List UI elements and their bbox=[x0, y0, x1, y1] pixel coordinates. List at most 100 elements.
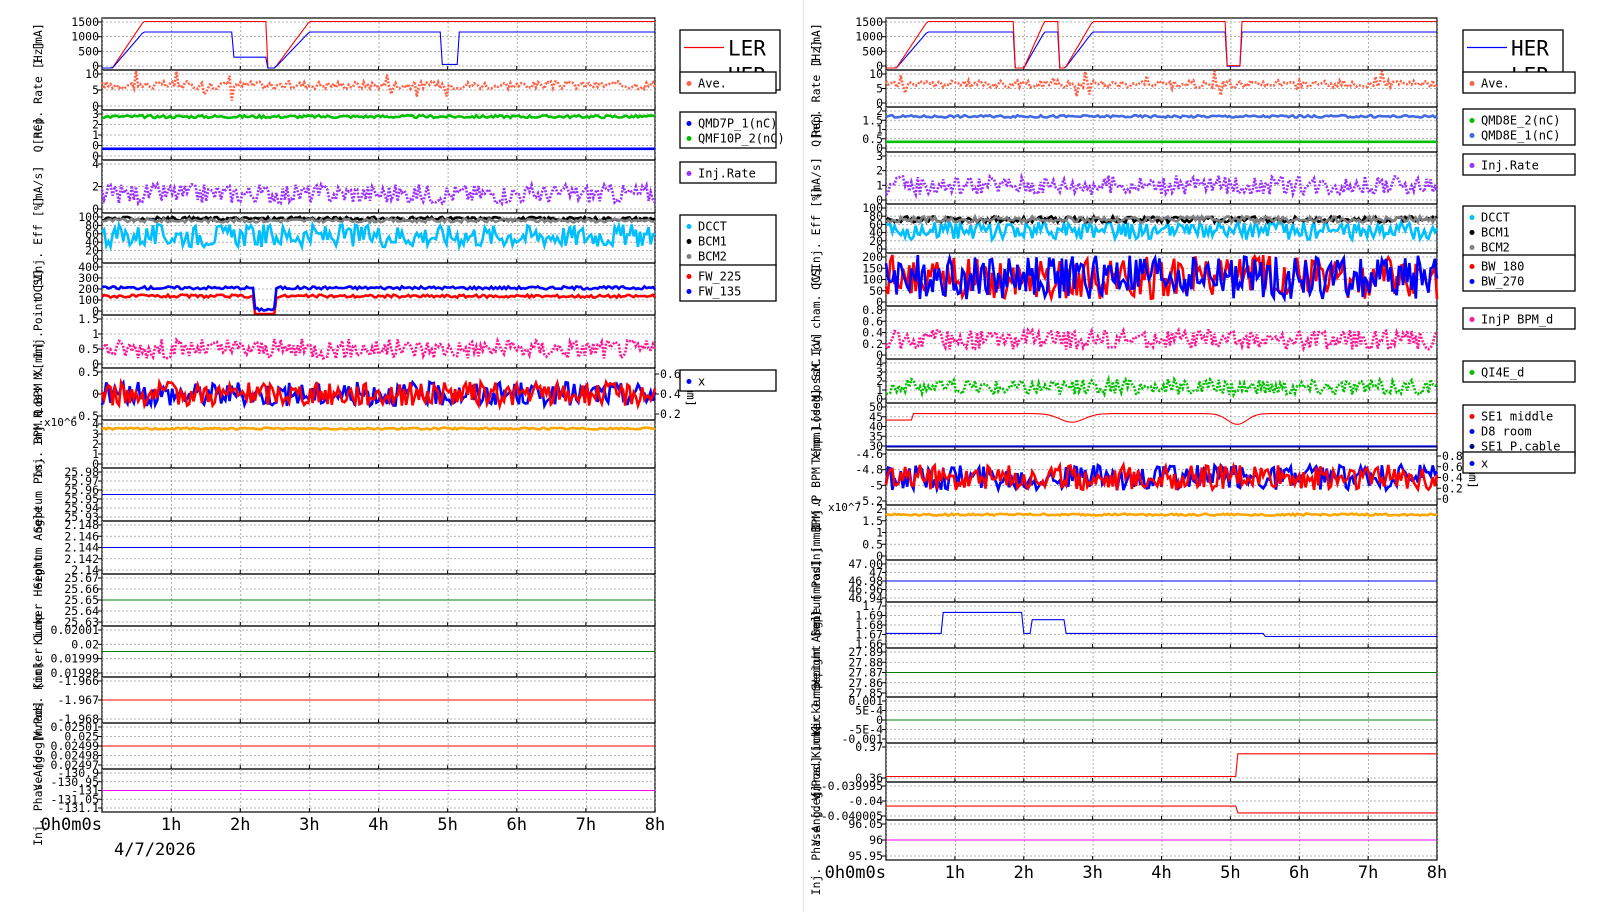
x-tick-label: 4h bbox=[1151, 863, 1171, 883]
y-axis-label: Q[nC] bbox=[809, 112, 823, 147]
y-tick-label: 2.142 bbox=[64, 552, 99, 566]
y-axis-label: V.Pos. [mm] bbox=[809, 724, 823, 800]
y-axis-label-text: I [mA] bbox=[31, 23, 45, 65]
panel-2: 21.510.50 Q[nC] QMD8E_2(nC)QMD8E_1(nC) bbox=[809, 104, 1576, 155]
panel-9: -4.6-4.8-5-5.20.80.60.40.20Y[mm]Inj.P BP… bbox=[809, 426, 1576, 530]
legend-swatch bbox=[1469, 230, 1475, 235]
y-axis-label-text: Inj.P BPM X[mm] bbox=[809, 426, 823, 530]
legend-swatch bbox=[1469, 81, 1475, 86]
legend-swatch bbox=[1469, 317, 1475, 322]
y-exponent: x10^7 bbox=[828, 501, 861, 514]
y2-tick-label: 0.2 bbox=[660, 407, 681, 421]
y-tick-label: 3 bbox=[876, 149, 883, 163]
y-tick-label: 46.98 bbox=[848, 574, 883, 588]
y-axis-label: Kicker Height bbox=[31, 555, 45, 645]
series-line-dcct bbox=[885, 217, 1439, 243]
y-tick-label: 1000 bbox=[855, 30, 883, 44]
y-axis-label: Inj.P BPM X[mm] bbox=[31, 342, 45, 446]
y-tick-label: 400 bbox=[78, 260, 99, 274]
y-tick-label: 0.02498 bbox=[51, 749, 100, 763]
panel-frame bbox=[885, 151, 1438, 205]
legend-swatch bbox=[1469, 370, 1475, 375]
legend-swatch bbox=[686, 379, 692, 384]
y-tick-label: 200 bbox=[78, 282, 99, 296]
y-tick-label: 25.65 bbox=[64, 593, 99, 607]
y-tick-label: -4.6 bbox=[855, 447, 883, 461]
y-tick-label: 0.02499 bbox=[51, 739, 100, 753]
legend-swatch bbox=[1469, 414, 1475, 419]
y-tick-label: -130.95 bbox=[51, 775, 99, 789]
panel-frame bbox=[101, 17, 656, 71]
legend-swatch bbox=[1469, 444, 1475, 449]
y-tick-label: 0 bbox=[876, 242, 883, 256]
legend-swatch bbox=[686, 171, 692, 176]
y-tick-label: 10 bbox=[869, 67, 883, 81]
y-tick-label: -5E-4 bbox=[848, 723, 883, 737]
series-line-inj-rate bbox=[885, 172, 1439, 200]
y-tick-label: 500 bbox=[862, 44, 883, 58]
legend-label: FW_135 bbox=[698, 285, 741, 299]
y-tick-label: 3 bbox=[876, 365, 883, 379]
y-tick-label: 1.5 bbox=[862, 113, 883, 127]
legend: x bbox=[1462, 451, 1576, 474]
y-tick-label: 1500 bbox=[71, 15, 99, 29]
y-axis-label-text: Inj. Eff [%] bbox=[809, 187, 823, 270]
y-tick-label: 30 bbox=[869, 439, 883, 453]
y-axis-label: Inj.P BPM X[mm] bbox=[809, 426, 823, 530]
y-tick-label: 20 bbox=[869, 234, 883, 248]
legend-box bbox=[679, 111, 777, 149]
y-tick-label: 0.6 bbox=[862, 314, 883, 328]
panel-15: 0.37 0.36 V.Pos. [mm] bbox=[809, 724, 1438, 801]
y-tick-label: -0.040005 bbox=[821, 809, 883, 823]
panel-15: -130.9-130.95-131-131.05-131.1 Inj. Phase… bbox=[31, 735, 656, 846]
legend-swatch bbox=[686, 224, 692, 229]
y2-tick-label: 0.8 bbox=[1442, 449, 1463, 463]
legend-label: Ave. bbox=[1481, 77, 1510, 91]
legend-label: Inj.Rate bbox=[698, 167, 756, 181]
y-tick-label: 0 bbox=[92, 304, 99, 318]
y-tick-label: 4 bbox=[876, 356, 883, 370]
legend-box bbox=[1462, 254, 1576, 292]
y-tick-label: 5E-4 bbox=[855, 704, 883, 718]
series-line-inj-rate bbox=[100, 179, 657, 208]
legend-swatch bbox=[686, 81, 692, 86]
y-axis-label-text: OCS bbox=[809, 269, 823, 290]
legend-box bbox=[1462, 108, 1576, 146]
y-tick-label: 4 bbox=[92, 157, 99, 171]
series-line-ler bbox=[886, 20, 1437, 69]
x-tick-label: 3h bbox=[1082, 863, 1102, 883]
y-tick-label: 3 bbox=[92, 107, 99, 121]
y-tick-label: 200 bbox=[862, 250, 883, 264]
y-tick-label: -0.001 bbox=[841, 732, 883, 746]
legend-box bbox=[1462, 205, 1576, 258]
y-tick-label: -131.05 bbox=[51, 792, 99, 806]
y-tick-label: 2 bbox=[876, 502, 883, 516]
y-tick-label: -131 bbox=[71, 784, 99, 798]
y-axis-label-text: Kicker Height [mm] bbox=[809, 610, 823, 735]
series-line-dcct bbox=[100, 220, 656, 252]
y-axis-label: V.Ang. [mrad] bbox=[809, 756, 823, 846]
y-tick-label: 40 bbox=[869, 226, 883, 240]
y-axis-label: Inj. Phase [deg] bbox=[31, 735, 45, 846]
x-tick-label: 5h bbox=[1220, 863, 1240, 883]
panel-frame bbox=[101, 314, 656, 369]
series-line-loss bbox=[100, 334, 657, 363]
panel-12: 1.71.691.681.671.66 Septum Angle [mrad] bbox=[809, 559, 1438, 691]
y-tick-label: 0 bbox=[92, 139, 99, 153]
legend-label: QMD8E_1(nC) bbox=[1481, 129, 1560, 143]
y-tick-label: 0.36 bbox=[855, 771, 883, 785]
y-tick-label: 0.02001 bbox=[51, 623, 100, 637]
y-tick-label: 2 bbox=[92, 180, 99, 194]
legend-swatch bbox=[686, 239, 692, 244]
y-axis-label-text: Inj. Eff [%] bbox=[31, 196, 45, 279]
y-tick-label: 3 bbox=[92, 427, 99, 441]
legend-label: HER bbox=[1511, 37, 1549, 61]
y-tick-label: -0.5 bbox=[71, 409, 99, 423]
legend-box bbox=[679, 71, 777, 94]
y-tick-label: 4 bbox=[92, 417, 99, 431]
y-axis-label: Kicker Jump bbox=[809, 682, 823, 758]
y-tick-label: 1 bbox=[876, 526, 883, 540]
y-tick-label: -131.1 bbox=[57, 801, 99, 815]
